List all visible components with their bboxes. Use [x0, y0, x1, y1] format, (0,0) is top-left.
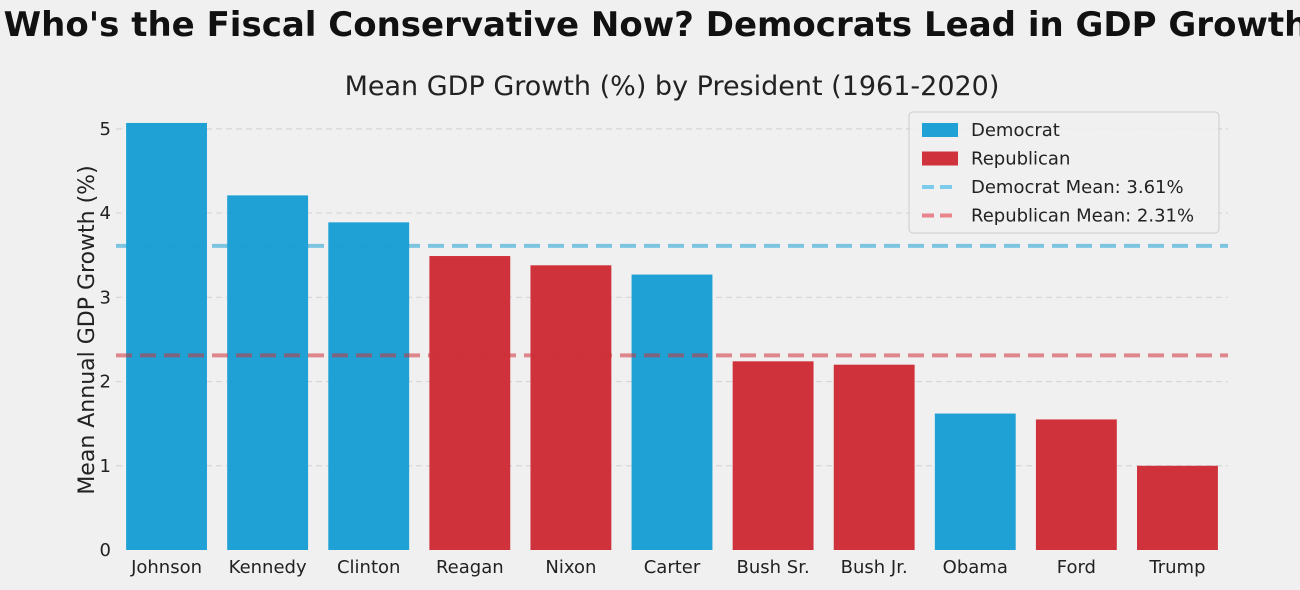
- y-tick-label: 0: [100, 540, 111, 561]
- x-tick-label: Johnson: [130, 557, 202, 578]
- y-tick-labels: 0 1 2 3 4 5: [100, 119, 111, 561]
- x-tick-label: Reagan: [436, 557, 504, 578]
- x-tick-label: Nixon: [545, 557, 596, 578]
- x-tick-label: Kennedy: [229, 557, 307, 578]
- x-tick-label: Obama: [943, 557, 1008, 578]
- bar-reagan: [429, 256, 510, 550]
- bar-carter: [632, 275, 713, 550]
- bar-nixon: [530, 265, 611, 550]
- x-tick-labels: Johnson Kennedy Clinton Reagan Nixon Carter Bu…: [130, 557, 1205, 578]
- y-tick-label: 3: [100, 287, 111, 308]
- x-tick-label: Bush Jr.: [841, 557, 908, 578]
- bar-clinton: [328, 222, 409, 550]
- y-tick-label: 5: [100, 119, 111, 140]
- legend-label-democrat: Democrat: [971, 120, 1060, 141]
- x-tick-label: Bush Sr.: [737, 557, 810, 578]
- legend-swatch-democrat: [922, 123, 958, 137]
- bar-bush-sr: [733, 361, 814, 550]
- y-tick-label: 4: [100, 203, 111, 224]
- y-tick-label: 1: [100, 456, 111, 477]
- legend-label-republican: Republican: [971, 149, 1070, 170]
- y-tick-label: 2: [100, 372, 111, 393]
- legend: Democrat Republican Democrat Mean: 3.61% Re…: [909, 112, 1219, 233]
- figure-suptitle: Who's the Fiscal Conservative Now? Democ…: [4, 5, 1300, 45]
- y-axis-label: Mean Annual GDP Growth (%): [75, 165, 100, 494]
- bar-ford: [1036, 419, 1117, 550]
- legend-label-republican-mean: Republican Mean: 2.31%: [971, 206, 1194, 227]
- x-tick-label: Ford: [1057, 557, 1096, 578]
- x-tick-label: Clinton: [337, 557, 400, 578]
- chart-title: Mean GDP Growth (%) by President (1961-2…: [345, 71, 1000, 102]
- legend-swatch-republican: [922, 152, 958, 166]
- bar-kennedy: [227, 195, 308, 550]
- bar-bush-jr: [834, 365, 915, 550]
- x-tick-label: Trump: [1148, 557, 1205, 578]
- x-tick-label: Carter: [644, 557, 701, 578]
- bar-trump: [1137, 466, 1218, 550]
- bar-johnson: [126, 123, 207, 550]
- legend-label-democrat-mean: Democrat Mean: 3.61%: [971, 177, 1184, 198]
- bar-obama: [935, 414, 1016, 550]
